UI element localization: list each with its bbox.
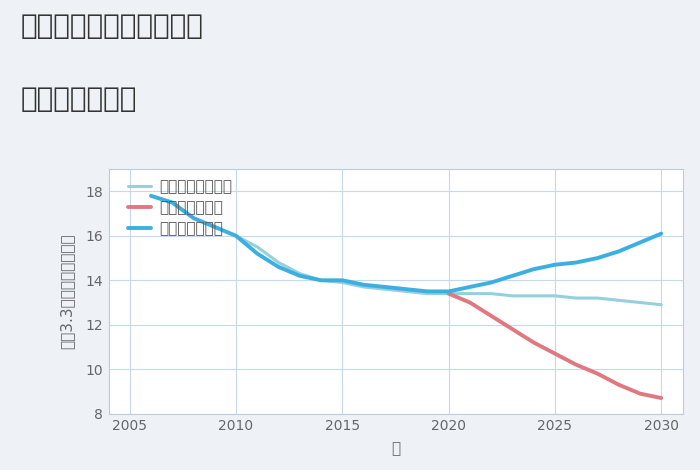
ノーマルシナリオ: [189, 215, 197, 221]
ノーマルシナリオ: [338, 280, 346, 285]
Legend: ノーマルシナリオ, バッドシナリオ, グッドシナリオ: ノーマルシナリオ, バッドシナリオ, グッドシナリオ: [127, 179, 232, 236]
ノーマルシナリオ: [572, 295, 580, 301]
ノーマルシナリオ: [529, 293, 538, 298]
グッドシナリオ: [189, 215, 197, 221]
X-axis label: 年: 年: [391, 441, 400, 456]
グッドシナリオ: [274, 264, 283, 270]
バッドシナリオ: [572, 362, 580, 368]
グッドシナリオ: [508, 273, 517, 279]
バッドシナリオ: [594, 371, 602, 376]
ノーマルシナリオ: [508, 293, 517, 298]
ノーマルシナリオ: [594, 295, 602, 301]
グッドシナリオ: [338, 277, 346, 283]
グッドシナリオ: [402, 286, 410, 292]
バッドシナリオ: [551, 351, 559, 356]
バッドシナリオ: [487, 313, 496, 319]
ノーマルシナリオ: [295, 271, 304, 276]
ノーマルシナリオ: [381, 286, 389, 292]
グッドシナリオ: [168, 200, 176, 205]
Line: グッドシナリオ: グッドシナリオ: [151, 196, 662, 291]
Y-axis label: 坪（3.3㎡）単価（万円）: 坪（3.3㎡）単価（万円）: [59, 234, 74, 349]
ノーマルシナリオ: [317, 277, 326, 283]
ノーマルシナリオ: [636, 300, 644, 306]
Text: 三重県津市一志町庄村の: 三重県津市一志町庄村の: [21, 12, 204, 40]
バッドシナリオ: [466, 300, 474, 306]
ノーマルシナリオ: [402, 289, 410, 294]
ノーマルシナリオ: [274, 260, 283, 266]
グッドシナリオ: [253, 251, 262, 257]
グッドシナリオ: [424, 289, 432, 294]
バッドシナリオ: [508, 326, 517, 332]
ノーマルシナリオ: [657, 302, 666, 307]
Line: ノーマルシナリオ: ノーマルシナリオ: [151, 196, 662, 305]
バッドシナリオ: [444, 291, 453, 297]
グッドシナリオ: [211, 224, 219, 230]
グッドシナリオ: [466, 284, 474, 290]
Line: バッドシナリオ: バッドシナリオ: [449, 294, 662, 398]
グッドシナリオ: [359, 282, 368, 288]
バッドシナリオ: [529, 340, 538, 345]
グッドシナリオ: [381, 284, 389, 290]
ノーマルシナリオ: [253, 244, 262, 250]
グッドシナリオ: [551, 262, 559, 267]
グッドシナリオ: [147, 193, 155, 199]
ノーマルシナリオ: [444, 291, 453, 297]
グッドシナリオ: [594, 255, 602, 261]
ノーマルシナリオ: [551, 293, 559, 298]
バッドシナリオ: [657, 395, 666, 401]
グッドシナリオ: [444, 289, 453, 294]
グッドシナリオ: [295, 273, 304, 279]
グッドシナリオ: [636, 240, 644, 245]
ノーマルシナリオ: [359, 284, 368, 290]
ノーマルシナリオ: [168, 200, 176, 205]
グッドシナリオ: [487, 280, 496, 285]
グッドシナリオ: [529, 266, 538, 272]
グッドシナリオ: [572, 260, 580, 266]
グッドシナリオ: [657, 231, 666, 236]
ノーマルシナリオ: [147, 193, 155, 199]
ノーマルシナリオ: [615, 298, 623, 303]
バッドシナリオ: [636, 391, 644, 396]
Text: 土地の価格推移: 土地の価格推移: [21, 85, 137, 113]
ノーマルシナリオ: [232, 233, 240, 239]
ノーマルシナリオ: [424, 291, 432, 297]
ノーマルシナリオ: [211, 224, 219, 230]
グッドシナリオ: [317, 277, 326, 283]
ノーマルシナリオ: [466, 291, 474, 297]
グッドシナリオ: [615, 249, 623, 254]
バッドシナリオ: [615, 382, 623, 388]
ノーマルシナリオ: [487, 291, 496, 297]
グッドシナリオ: [232, 233, 240, 239]
